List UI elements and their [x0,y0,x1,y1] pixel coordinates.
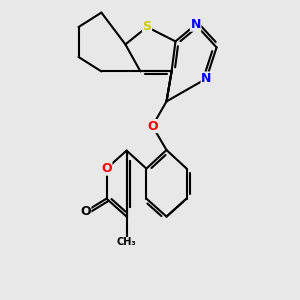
Text: CH₃: CH₃ [117,237,136,248]
Text: O: O [80,205,91,218]
Text: O: O [147,119,158,133]
Text: N: N [190,18,201,31]
Text: N: N [201,72,212,85]
Text: O: O [101,162,112,175]
Text: S: S [142,20,152,34]
